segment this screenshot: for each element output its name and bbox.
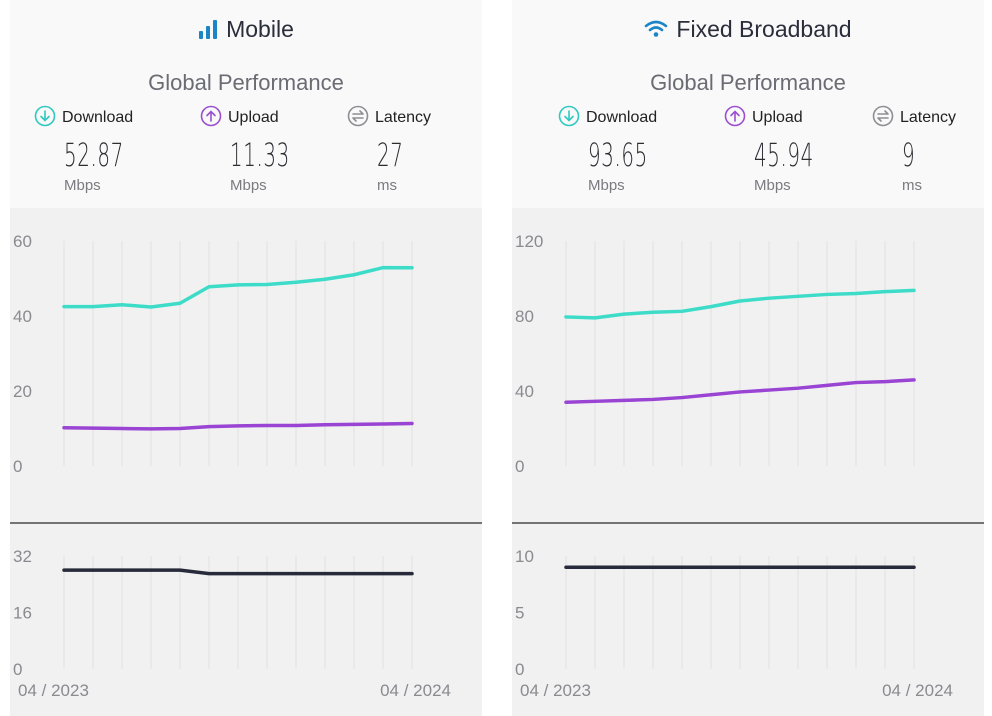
mobile-upload-label: Upload xyxy=(200,105,350,132)
latency-y-tick-label: 10 xyxy=(515,547,534,566)
mobile-latency-metric: Latency 27 ms xyxy=(347,105,497,201)
broadband-download-label: Download xyxy=(558,105,708,132)
mobile-download-label: Download xyxy=(34,105,184,132)
speed-y-tick-label: 20 xyxy=(13,382,32,401)
mobile-header: Mobile Global Performance Download 52.87… xyxy=(10,0,482,208)
panel-gutter xyxy=(482,0,512,716)
mobile-upload-value: 11.33 xyxy=(230,136,290,174)
mobile-download-value: 52.87 xyxy=(64,136,124,174)
speed-y-tick-label: 60 xyxy=(13,232,32,251)
broadband-upload-label-text: Upload xyxy=(752,109,803,126)
broadband-title: Fixed Broadband xyxy=(512,14,984,44)
latency-y-tick-label: 5 xyxy=(515,604,524,623)
upload-arrow-icon xyxy=(200,105,222,132)
speed-y-tick-label: 0 xyxy=(13,457,22,476)
broadband-header: Fixed Broadband Global Performance Downl… xyxy=(512,0,984,208)
broadband-upload-unit: Mbps xyxy=(754,177,791,194)
speed-y-tick-label: 40 xyxy=(13,307,32,326)
broadband-latency-value: 9 xyxy=(902,136,916,174)
latency-y-tick-label: 32 xyxy=(13,547,32,566)
mobile-title-text: Mobile xyxy=(226,15,294,42)
latency-y-tick-label: 16 xyxy=(13,604,32,623)
latency-arrows-icon xyxy=(347,105,369,132)
broadband-latency-label-text: Latency xyxy=(900,109,957,126)
x-tick-label-start: 04 / 2023 xyxy=(520,681,591,700)
broadband-title-text: Fixed Broadband xyxy=(676,15,852,42)
mobile-download-label-text: Download xyxy=(62,109,134,126)
broadband-latency-label: Latency xyxy=(872,105,992,132)
speed-y-tick-label: 80 xyxy=(515,307,534,326)
latency-y-tick-label: 0 xyxy=(13,660,22,679)
broadband-panel: Fixed Broadband Global Performance Downl… xyxy=(512,0,984,716)
broadband-subtitle: Global Performance xyxy=(650,70,846,95)
broadband-upload-label: Upload xyxy=(724,105,874,132)
broadband-download-label-text: Download xyxy=(586,109,658,126)
mobile-upload-metric: Upload 11.33 Mbps xyxy=(200,105,350,201)
mobile-subtitle: Global Performance xyxy=(148,70,344,95)
x-tick-label-end: 04 / 2024 xyxy=(882,681,953,700)
mobile-upload-label-text: Upload xyxy=(228,109,279,126)
mobile-download-unit: Mbps xyxy=(64,177,101,194)
mobile-title: Mobile xyxy=(10,14,482,44)
latency-y-tick-label: 0 xyxy=(515,660,524,679)
mobile-upload-unit: Mbps xyxy=(230,177,267,194)
download-arrow-icon xyxy=(558,105,580,132)
mobile-latency-value: 27 xyxy=(377,136,404,174)
mobile-latency-unit: ms xyxy=(377,177,397,194)
download-arrow-icon xyxy=(34,105,56,132)
x-tick-label-start: 04 / 2023 xyxy=(18,681,89,700)
latency-arrows-icon xyxy=(872,105,894,132)
mobile-latency-label-text: Latency xyxy=(375,109,432,126)
broadband-upload-metric: Upload 45.94 Mbps xyxy=(724,105,874,201)
broadband-upload-value: 45.94 xyxy=(754,136,814,174)
speed-y-tick-label: 40 xyxy=(515,382,534,401)
speed-y-tick-label: 120 xyxy=(515,232,543,251)
broadband-download-unit: Mbps xyxy=(588,177,625,194)
mobile-latency-label: Latency xyxy=(347,105,497,132)
broadband-chart: 0 40 80 120 0 5 10 04 / 2023 04 / 2024 xyxy=(512,232,984,700)
broadband-download-metric: Download 93.65 Mbps xyxy=(558,105,708,201)
broadband-download-value: 93.65 xyxy=(588,136,648,174)
mobile-download-metric: Download 52.87 Mbps xyxy=(34,105,184,201)
broadband-latency-metric: Latency 9 ms xyxy=(872,105,992,201)
signal-bars-icon xyxy=(198,18,218,40)
upload-arrow-icon xyxy=(724,105,746,132)
mobile-panel: Mobile Global Performance Download 52.87… xyxy=(10,0,482,716)
mobile-chart: 0 20 40 60 0 16 32 04 / 2023 04 / 2024 xyxy=(10,232,482,700)
x-tick-label-end: 04 / 2024 xyxy=(380,681,451,700)
speed-y-tick-label: 0 xyxy=(515,457,524,476)
wifi-icon xyxy=(644,19,668,39)
broadband-latency-unit: ms xyxy=(902,177,922,194)
